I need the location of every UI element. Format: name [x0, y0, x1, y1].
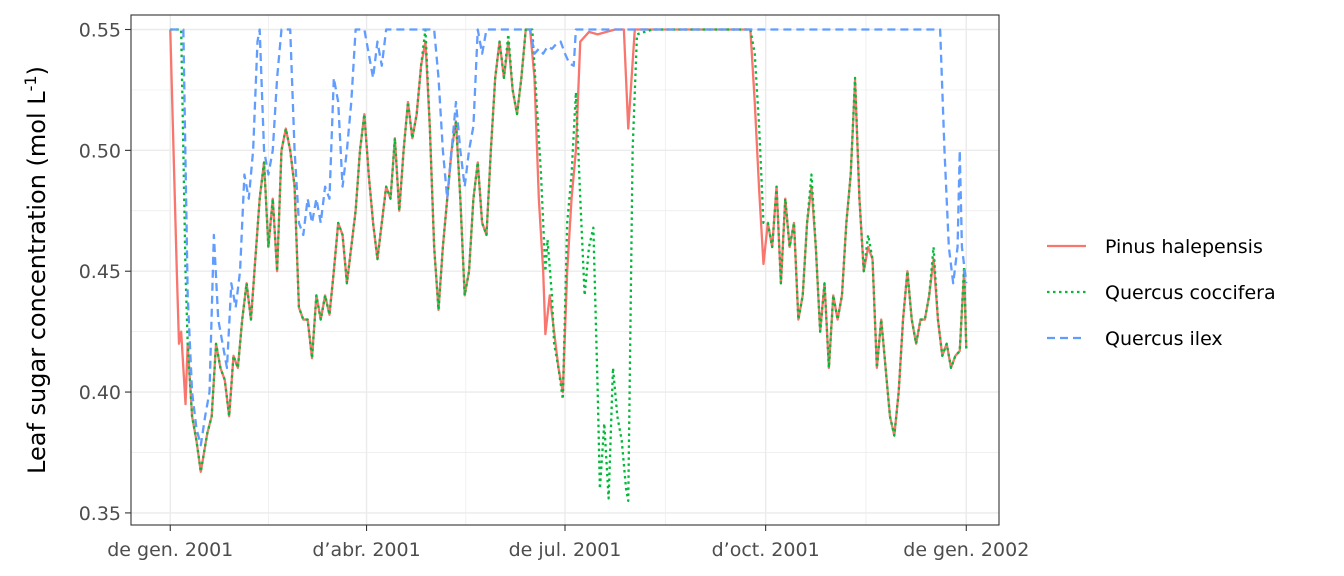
- y-tick-label: 0.40: [79, 382, 121, 404]
- y-tick-label: 0.55: [79, 20, 121, 42]
- x-tick-label: de jul. 2001: [509, 539, 622, 561]
- x-tick-label: d’oct. 2001: [712, 539, 820, 561]
- legend-label-pinus-halepensis: Pinus halepensis: [1105, 236, 1263, 258]
- y-axis: 0.35 0.40 0.45 0.50 0.55: [79, 20, 131, 525]
- x-tick-label: de gen. 2001: [107, 539, 233, 561]
- y-tick-label: 0.35: [79, 503, 121, 525]
- plot-panel: [130, 14, 1000, 526]
- series-layer: [169, 28, 968, 502]
- x-axis: de gen. 2001 d’abr. 2001 de jul. 2001 d’oct…: [107, 525, 1029, 561]
- x-tick-label: de gen. 2002: [903, 539, 1029, 561]
- series-line-quercus-coccifera: [170, 28, 968, 502]
- x-tick-label: d’abr. 2001: [312, 539, 420, 561]
- legend: Pinus halepensis Quercus coccifera Quercus…: [1047, 236, 1276, 350]
- y-tick-label: 0.45: [79, 261, 121, 283]
- legend-label-quercus-coccifera: Quercus coccifera: [1105, 282, 1276, 304]
- y-axis-title: Leaf sugar concentration (mol L-1): [21, 66, 52, 474]
- series-line-quercus-ilex: [170, 28, 968, 447]
- y-axis-title-superscript: -1: [21, 75, 40, 91]
- series-line-pinus-halepensis: [169, 28, 968, 473]
- y-tick-label: 0.50: [79, 140, 121, 162]
- legend-label-quercus-ilex: Quercus ilex: [1105, 328, 1223, 350]
